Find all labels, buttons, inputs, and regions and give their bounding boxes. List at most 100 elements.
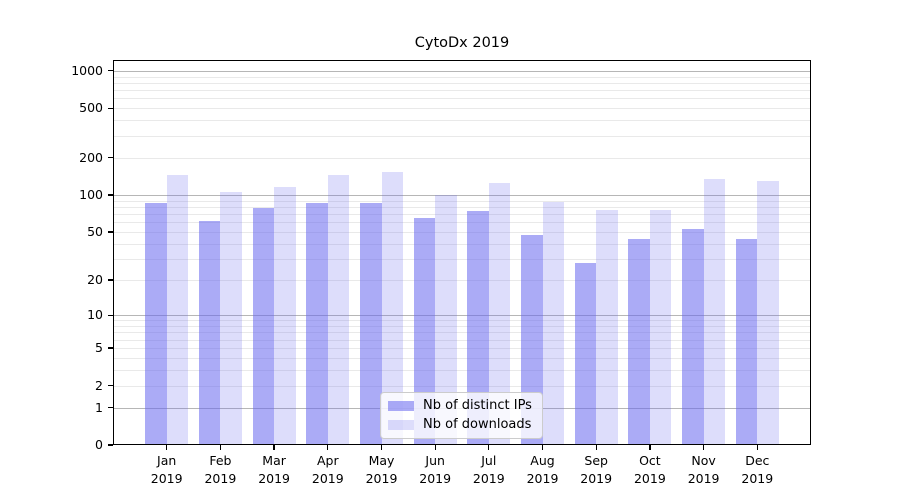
y-tick — [108, 107, 113, 109]
x-tick-label: Oct 2019 — [633, 453, 666, 486]
bar-downloads — [488, 183, 511, 445]
bar-downloads — [381, 171, 403, 445]
plot-area: Nb of distinct IPs Nb of downloads Jan 2… — [71, 60, 811, 486]
x-tick-label: Jan 2019 — [150, 453, 183, 486]
bar-downloads — [220, 191, 242, 445]
y-gridline-minor — [113, 214, 811, 216]
y-tick-label: 100 — [79, 187, 103, 202]
bar-downloads — [596, 209, 618, 445]
bar-distinct-ips — [145, 202, 167, 445]
y-gridline-minor — [113, 200, 811, 202]
x-tick-label: Dec 2019 — [741, 453, 774, 486]
y-gridline-minor — [113, 385, 811, 387]
bar-downloads — [649, 210, 672, 445]
bar-downloads — [166, 175, 189, 445]
y-tick — [108, 347, 113, 349]
y-gridline-minor — [113, 98, 811, 100]
legend-swatch-distinct-ips — [388, 401, 414, 411]
y-gridline-major — [113, 195, 811, 196]
bar-downloads — [274, 186, 296, 445]
x-tick-label: Jun 2019 — [419, 453, 452, 486]
x-tick — [595, 445, 597, 450]
legend-label-distinct-ips: Nb of distinct IPs — [423, 398, 532, 413]
y-gridline-minor — [113, 369, 811, 371]
y-tick-label: 2 — [95, 377, 103, 393]
y-gridline-minor — [113, 82, 811, 84]
legend-item-distinct-ips: Nb of distinct IPs — [388, 398, 532, 414]
y-tick — [108, 70, 113, 72]
x-tick-label: Feb 2019 — [204, 453, 237, 486]
x-tick — [649, 445, 651, 450]
x-tick — [327, 445, 329, 450]
x-tick — [756, 445, 758, 450]
x-tick — [434, 445, 436, 450]
bar-distinct-ips — [628, 238, 650, 445]
y-tick — [108, 194, 113, 196]
y-gridline-minor — [113, 90, 811, 92]
bar-downloads — [542, 201, 564, 445]
bar-distinct-ips — [682, 228, 704, 445]
legend-label-downloads: Nb of downloads — [423, 417, 532, 432]
y-gridline-minor — [113, 108, 811, 110]
y-gridline-minor — [113, 259, 811, 260]
bar-distinct-ips — [574, 262, 597, 445]
x-tick — [488, 445, 490, 450]
chart-title: CytoDx 2019 — [414, 35, 510, 51]
y-tick — [108, 231, 113, 233]
x-tick — [219, 445, 221, 450]
y-gridline-minor — [113, 207, 811, 208]
bar-distinct-ips — [198, 221, 221, 445]
x-tick-label: Sep 2019 — [580, 453, 613, 486]
x-tick-label: Jul 2019 — [472, 453, 505, 486]
x-tick-label: Aug 2019 — [526, 453, 559, 486]
bar-distinct-ips — [252, 207, 275, 445]
y-gridline-minor — [113, 157, 811, 159]
x-tick — [166, 445, 168, 450]
x-tick — [541, 445, 544, 450]
y-gridline-minor — [113, 332, 811, 334]
legend-swatch-downloads — [388, 420, 414, 430]
bar-downloads — [435, 194, 457, 445]
y-tick-label: 1000 — [71, 62, 103, 78]
y-tick — [108, 279, 113, 281]
y-tick-label: 200 — [79, 149, 103, 165]
y-gridline-minor — [113, 320, 811, 322]
y-gridline-major — [113, 315, 811, 317]
bar-distinct-ips — [467, 211, 489, 445]
x-tick-label: May 2019 — [365, 453, 398, 486]
x-tick-label: Apr 2019 — [311, 453, 344, 486]
legend-item-downloads: Nb of downloads — [388, 417, 532, 433]
y-gridline-minor — [113, 222, 811, 224]
x-tick-label: Nov 2019 — [687, 453, 720, 486]
y-tick-label: 10 — [87, 307, 103, 323]
y-gridline-minor — [113, 326, 811, 327]
y-gridline-major — [113, 70, 811, 72]
y-gridline-minor — [113, 232, 811, 233]
y-gridline-minor — [113, 357, 811, 359]
y-tick — [108, 406, 113, 409]
bar-downloads — [757, 180, 779, 445]
bar-distinct-ips — [306, 203, 328, 445]
y-tick — [108, 157, 113, 159]
y-tick — [108, 384, 113, 387]
x-tick — [273, 445, 275, 450]
y-tick-label: 1 — [95, 399, 103, 415]
y-gridline-minor — [113, 76, 811, 78]
y-tick-label: 0 — [95, 437, 103, 452]
y-gridline-minor — [113, 243, 811, 245]
y-gridline-minor — [113, 135, 811, 137]
y-gridline-minor — [113, 120, 811, 122]
y-tick-label: 50 — [87, 224, 103, 239]
y-tick-label: 20 — [87, 272, 103, 288]
bar-distinct-ips — [360, 203, 382, 445]
x-tick — [703, 445, 705, 450]
bar-downloads — [327, 175, 350, 445]
y-gridline-minor — [113, 347, 811, 349]
bar-distinct-ips — [735, 238, 758, 445]
y-gridline-minor — [113, 339, 811, 341]
x-tick — [380, 445, 383, 450]
bar-distinct-ips — [413, 218, 436, 445]
y-tick — [108, 444, 113, 446]
y-gridline-minor — [113, 280, 811, 282]
